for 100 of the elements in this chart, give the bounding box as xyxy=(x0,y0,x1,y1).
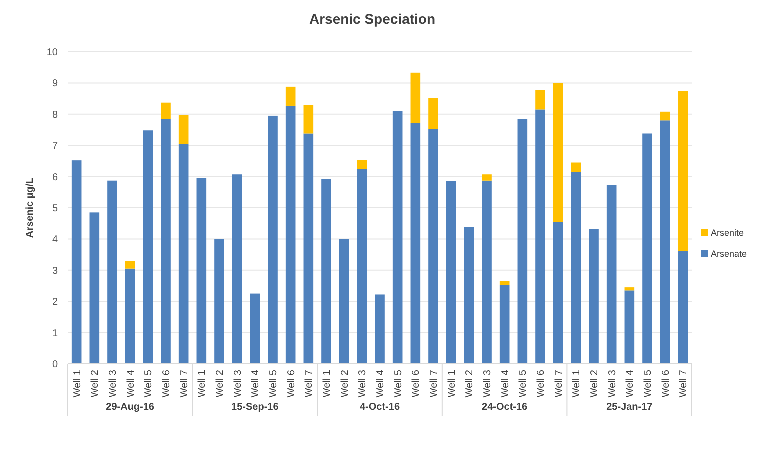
bar xyxy=(286,106,296,364)
bar xyxy=(161,102,171,120)
x-tick-label: Well 5 xyxy=(393,370,404,398)
bar xyxy=(428,129,438,364)
bar xyxy=(428,98,438,130)
bar xyxy=(286,86,296,106)
x-tick-label: Well 5 xyxy=(518,370,530,398)
bar xyxy=(464,227,474,364)
text: 4-Oct-16 xyxy=(360,402,400,413)
bar xyxy=(178,144,189,364)
x-tick-label: Well 1 xyxy=(197,370,208,398)
bar xyxy=(500,285,510,364)
x-tick-label: Well 6 xyxy=(411,370,422,398)
x-tick-label: Well 5 xyxy=(643,370,654,398)
y-tick-label: 3 xyxy=(52,266,58,277)
x-tick-label: Well 2 xyxy=(590,370,601,398)
bar xyxy=(357,160,368,169)
x-tick-label: Well 4 xyxy=(376,370,386,398)
x-tick-label: Well 1 xyxy=(72,370,84,398)
bar xyxy=(678,91,688,252)
bar xyxy=(357,169,368,364)
bar xyxy=(500,281,510,286)
bar xyxy=(178,115,189,144)
bar xyxy=(90,212,100,364)
bar xyxy=(642,134,652,364)
x-tick-label: Well 6 xyxy=(536,370,548,398)
text: 25-Jan-17 xyxy=(606,402,654,413)
text: 29-Aug-16 xyxy=(106,402,155,413)
x-tick-label: Well 3 xyxy=(607,370,618,398)
y-tick-label: 0 xyxy=(52,360,58,370)
x-tick-label: Well 6 xyxy=(161,370,172,398)
x-tick-label: Well 1 xyxy=(322,370,333,398)
bar xyxy=(571,162,582,172)
x-tick-label: Well 5 xyxy=(144,370,155,398)
x-tick-label: Well 2 xyxy=(214,370,226,398)
x-tick-label: Well 7 xyxy=(678,370,690,398)
x-tick-label: Well 4 xyxy=(625,370,636,398)
bar xyxy=(72,160,82,364)
x-tick-label: Well 2 xyxy=(340,370,351,398)
x-tick-label: Well 1 xyxy=(446,370,458,398)
x-tick-label: Well 7 xyxy=(179,370,190,398)
y-tick-label: 4 xyxy=(52,234,58,246)
text: 15-Sep-16 xyxy=(232,402,280,413)
bar xyxy=(482,174,492,181)
chart-title: Arsenic Speciation xyxy=(309,11,436,27)
bar xyxy=(322,179,332,364)
x-tick-label: Well 3 xyxy=(108,370,119,398)
text: 24-Oct-16 xyxy=(482,402,528,413)
bar xyxy=(375,294,385,364)
bar xyxy=(339,239,350,364)
y-tick-label: 2 xyxy=(52,297,58,308)
legend-label: Arsenite xyxy=(711,228,744,238)
bar xyxy=(624,288,635,291)
bar xyxy=(392,111,403,364)
bar xyxy=(660,120,670,364)
y-axis-title: Arsenic µg/L xyxy=(25,178,36,238)
bar xyxy=(606,185,617,364)
bar xyxy=(446,181,456,364)
x-tick-label: Well 6 xyxy=(660,370,672,398)
y-tick-label: 6 xyxy=(52,172,58,184)
bar xyxy=(624,290,635,364)
x-tick-label: Well 4 xyxy=(126,370,137,398)
bar xyxy=(536,90,546,110)
bar xyxy=(536,110,546,364)
legend-label: Arsenate xyxy=(711,249,748,260)
bar xyxy=(161,119,171,364)
bar xyxy=(268,116,278,364)
bar xyxy=(553,222,564,364)
bar xyxy=(108,180,118,364)
x-tick-label: Well 7 xyxy=(429,370,440,398)
bar xyxy=(589,229,599,364)
x-tick-label: Well 1 xyxy=(572,370,583,398)
bar xyxy=(660,112,670,121)
bar xyxy=(214,239,224,364)
bar xyxy=(232,174,242,364)
bar xyxy=(125,268,136,364)
bar xyxy=(304,105,314,134)
y-tick-label: 5 xyxy=(52,204,58,214)
x-tick-label: Well 4 xyxy=(250,370,262,398)
bar xyxy=(482,180,492,364)
x-tick-label: Well 2 xyxy=(90,370,102,398)
y-tick-label: 10 xyxy=(46,48,58,58)
y-tick-label: 8 xyxy=(52,110,58,121)
y-tick-label: 9 xyxy=(52,78,58,90)
bar xyxy=(250,294,260,364)
bar xyxy=(196,178,207,364)
x-tick-label: Well 6 xyxy=(286,370,298,398)
bar xyxy=(304,134,314,364)
x-tick-label: Well 3 xyxy=(358,370,369,398)
bar xyxy=(410,123,421,364)
bar xyxy=(553,83,564,222)
x-tick-label: Well 2 xyxy=(464,370,476,398)
y-tick-label: 1 xyxy=(52,328,58,340)
bar xyxy=(410,72,421,124)
x-tick-label: Well 5 xyxy=(268,370,280,398)
y-tick-label: 7 xyxy=(52,141,58,152)
x-tick-label: Well 3 xyxy=(482,370,494,398)
bar xyxy=(143,130,154,364)
x-tick-label: Well 7 xyxy=(304,370,316,398)
bar xyxy=(678,251,688,364)
